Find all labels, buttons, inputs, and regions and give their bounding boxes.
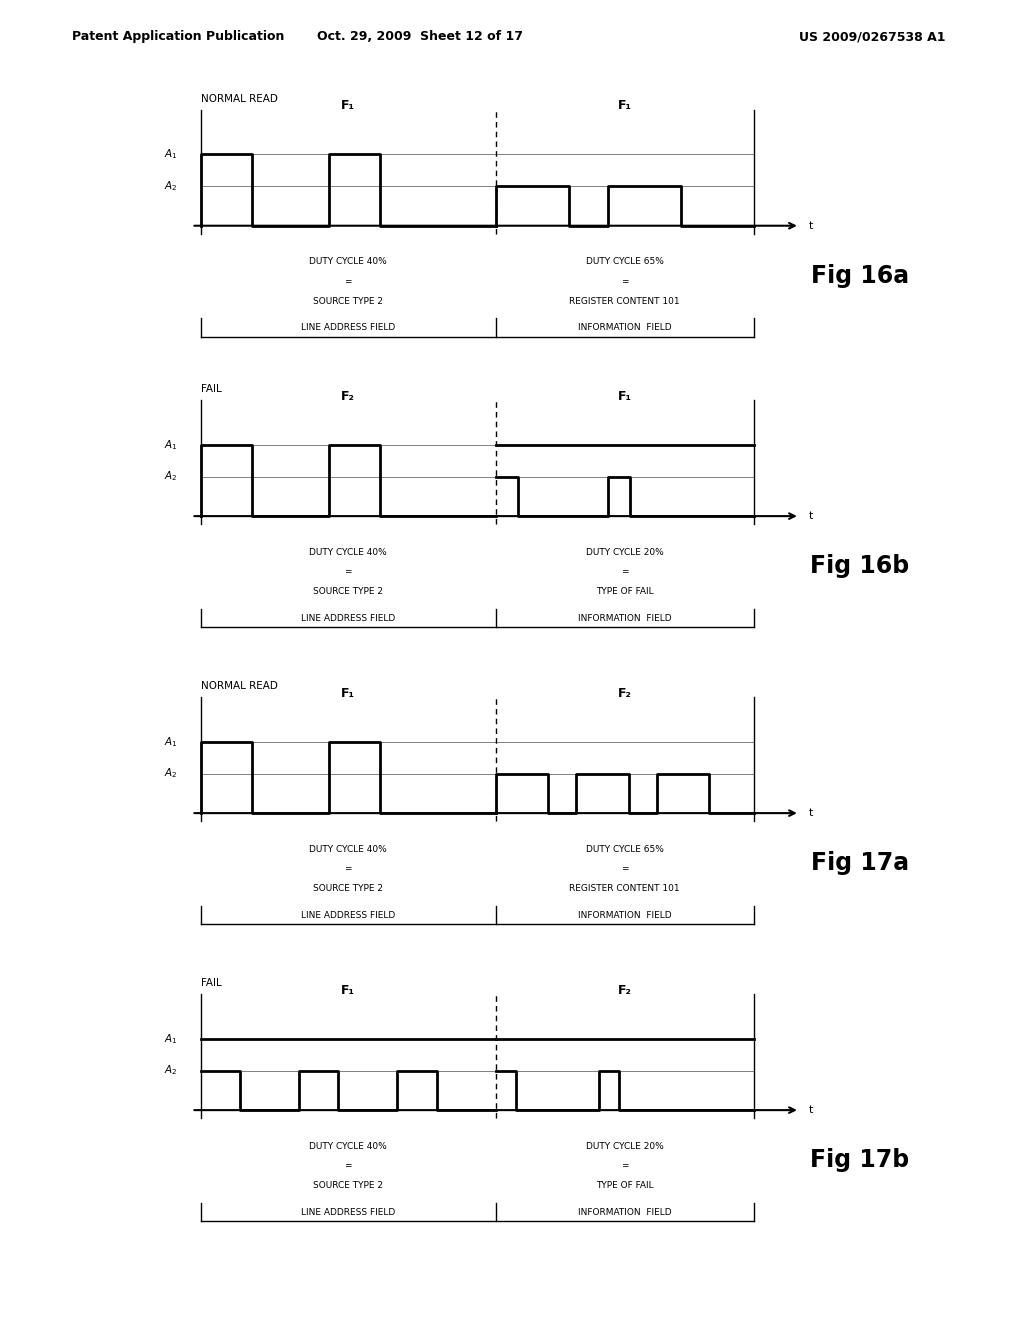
Text: F₂: F₂	[617, 983, 632, 997]
Text: t: t	[809, 1105, 813, 1115]
Text: F₂: F₂	[341, 389, 355, 403]
Text: =: =	[344, 865, 352, 874]
Text: F₁: F₁	[341, 686, 355, 700]
Text: =: =	[344, 277, 352, 286]
Text: REGISTER CONTENT 101: REGISTER CONTENT 101	[569, 297, 680, 306]
Text: =: =	[621, 277, 629, 286]
Text: t: t	[809, 808, 813, 818]
Text: SOURCE TYPE 2: SOURCE TYPE 2	[313, 1181, 383, 1191]
Text: $A_2$: $A_2$	[164, 1064, 178, 1077]
Text: INFORMATION  FIELD: INFORMATION FIELD	[578, 614, 672, 623]
Text: SOURCE TYPE 2: SOURCE TYPE 2	[313, 587, 383, 597]
Text: SOURCE TYPE 2: SOURCE TYPE 2	[313, 297, 383, 306]
Text: US 2009/0267538 A1: US 2009/0267538 A1	[799, 30, 945, 44]
Text: LINE ADDRESS FIELD: LINE ADDRESS FIELD	[301, 911, 395, 920]
Text: DUTY CYCLE 40%: DUTY CYCLE 40%	[309, 548, 387, 557]
Text: TYPE OF FAIL: TYPE OF FAIL	[596, 1181, 653, 1191]
Text: F₁: F₁	[617, 389, 632, 403]
Text: TYPE OF FAIL: TYPE OF FAIL	[596, 587, 653, 597]
Text: =: =	[621, 1162, 629, 1171]
Text: =: =	[344, 568, 352, 577]
Text: =: =	[621, 865, 629, 874]
Text: FAIL: FAIL	[201, 384, 221, 395]
Text: DUTY CYCLE 65%: DUTY CYCLE 65%	[586, 845, 664, 854]
Text: Fig 17b: Fig 17b	[810, 1148, 909, 1172]
Text: Patent Application Publication: Patent Application Publication	[72, 30, 284, 44]
Text: $A_1$: $A_1$	[164, 735, 178, 748]
Text: F₁: F₁	[341, 99, 355, 112]
Text: t: t	[809, 220, 813, 231]
Text: $A_2$: $A_2$	[164, 470, 178, 483]
Text: FAIL: FAIL	[201, 978, 221, 989]
Text: Fig 17a: Fig 17a	[811, 851, 908, 875]
Text: Oct. 29, 2009  Sheet 12 of 17: Oct. 29, 2009 Sheet 12 of 17	[316, 30, 523, 44]
Text: LINE ADDRESS FIELD: LINE ADDRESS FIELD	[301, 614, 395, 623]
Text: F₁: F₁	[341, 983, 355, 997]
Text: $A_2$: $A_2$	[164, 180, 178, 193]
Text: DUTY CYCLE 20%: DUTY CYCLE 20%	[586, 548, 664, 557]
Text: NORMAL READ: NORMAL READ	[201, 94, 278, 104]
Text: INFORMATION  FIELD: INFORMATION FIELD	[578, 911, 672, 920]
Text: DUTY CYCLE 40%: DUTY CYCLE 40%	[309, 257, 387, 267]
Text: $A_1$: $A_1$	[164, 1032, 178, 1045]
Text: t: t	[809, 511, 813, 521]
Text: INFORMATION  FIELD: INFORMATION FIELD	[578, 323, 672, 333]
Text: LINE ADDRESS FIELD: LINE ADDRESS FIELD	[301, 323, 395, 333]
Text: Fig 16b: Fig 16b	[810, 554, 909, 578]
Text: DUTY CYCLE 20%: DUTY CYCLE 20%	[586, 1142, 664, 1151]
Text: F₂: F₂	[617, 686, 632, 700]
Text: $A_1$: $A_1$	[164, 438, 178, 451]
Text: DUTY CYCLE 40%: DUTY CYCLE 40%	[309, 1142, 387, 1151]
Text: REGISTER CONTENT 101: REGISTER CONTENT 101	[569, 884, 680, 894]
Text: =: =	[344, 1162, 352, 1171]
Text: $A_2$: $A_2$	[164, 767, 178, 780]
Text: SOURCE TYPE 2: SOURCE TYPE 2	[313, 884, 383, 894]
Text: Fig 16a: Fig 16a	[811, 264, 908, 288]
Text: $A_1$: $A_1$	[164, 148, 178, 161]
Text: LINE ADDRESS FIELD: LINE ADDRESS FIELD	[301, 1208, 395, 1217]
Text: NORMAL READ: NORMAL READ	[201, 681, 278, 692]
Text: =: =	[621, 568, 629, 577]
Text: DUTY CYCLE 65%: DUTY CYCLE 65%	[586, 257, 664, 267]
Text: DUTY CYCLE 40%: DUTY CYCLE 40%	[309, 845, 387, 854]
Text: INFORMATION  FIELD: INFORMATION FIELD	[578, 1208, 672, 1217]
Text: F₁: F₁	[617, 99, 632, 112]
